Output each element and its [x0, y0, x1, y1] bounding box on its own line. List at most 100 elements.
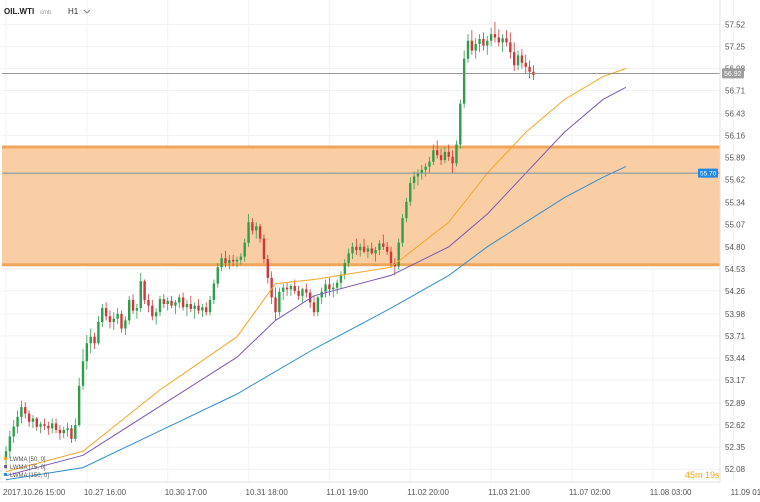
candle-body	[228, 259, 231, 264]
candle-body	[77, 385, 81, 426]
price-axis[interactable]: 57.5257.2556.9856.7156.4356.1655.8955.62…	[725, 20, 746, 474]
candle-body	[131, 299, 135, 311]
x-tick-label: 10.31 18:00	[246, 488, 289, 497]
candle-body	[513, 52, 516, 66]
indicator-legend: LWMA [50, 0] LWMA [75, 0] LWMA [150, 0]	[4, 457, 49, 479]
candle-body	[509, 42, 512, 53]
candle-body	[162, 299, 166, 305]
candle-body	[501, 38, 504, 43]
y-tick-label: 53.71	[725, 332, 746, 341]
candle-body	[266, 259, 269, 278]
candle-body	[116, 313, 119, 319]
candle-body	[470, 40, 474, 51]
x-tick-label: 11.01 19:00	[326, 488, 368, 497]
legend-label: LWMA [50, 0]	[10, 457, 46, 463]
candle-body	[120, 313, 123, 329]
candle-body	[432, 150, 435, 162]
candle-body	[239, 256, 243, 260]
y-tick-label: 52.62	[725, 421, 746, 430]
candles	[4, 21, 535, 470]
candle-body	[424, 166, 427, 170]
candle-body	[332, 287, 335, 290]
candle-body	[143, 281, 146, 300]
candle-body	[278, 291, 281, 313]
candle-body	[516, 55, 520, 66]
lwma50-line	[5, 68, 627, 473]
candle-body	[197, 305, 200, 311]
x-tick-label: 2017.10.26 15:00	[3, 488, 66, 497]
candle-body	[181, 297, 185, 308]
candle-body	[370, 248, 373, 254]
candle-body	[74, 425, 77, 439]
candle-timer: 45m 19s	[685, 470, 720, 480]
candle-body	[35, 418, 38, 427]
lwma75-line	[5, 86, 627, 477]
candle-body	[93, 336, 96, 344]
y-tick-label: 56.71	[725, 87, 746, 96]
candle-body	[16, 416, 19, 427]
candle-body	[27, 413, 31, 422]
candle-body	[308, 292, 312, 303]
candle-body	[112, 318, 115, 323]
legend-label: LWMA [150, 0]	[10, 473, 49, 479]
x-tick-label: 11.08 03:00	[650, 488, 692, 497]
price-badge-label: 56.92	[724, 71, 742, 78]
candle-body	[374, 250, 377, 254]
chevron-down-icon[interactable]	[83, 9, 91, 14]
candle-body	[108, 316, 112, 323]
x-tick-label: 10.27 16:00	[84, 488, 127, 497]
candle-body	[493, 34, 497, 38]
candle-body	[247, 222, 250, 243]
candle-body	[347, 253, 350, 264]
candle-body	[324, 284, 327, 292]
candle-body	[282, 287, 285, 292]
candle-body	[443, 151, 447, 161]
time-axis[interactable]: 2017.10.26 15:00 10.27 16:00 10.30 17:00 10…	[3, 488, 760, 497]
y-tick-label: 55.62	[725, 176, 746, 185]
symbol-label[interactable]: OIL.WTI	[4, 7, 34, 16]
candle-body	[251, 222, 254, 231]
candle-body	[455, 144, 458, 164]
x-tick-label: 11.09 01:00	[731, 488, 760, 497]
candle-body	[139, 281, 142, 309]
y-tick-label: 54.26	[725, 287, 746, 296]
y-tick-label: 55.34	[725, 199, 746, 208]
candle-body	[135, 308, 139, 311]
candle-body	[89, 336, 92, 344]
candle-body	[359, 246, 362, 251]
instrument-type-label: cmb	[40, 10, 52, 16]
candle-body	[486, 40, 489, 46]
x-tick-label: 11.02 20:00	[407, 488, 449, 497]
candle-body	[474, 43, 477, 51]
legend-swatch	[4, 473, 7, 476]
candle-body	[147, 299, 150, 306]
candle-body	[436, 150, 439, 156]
candle-body	[305, 289, 308, 293]
candle-body	[524, 62, 527, 67]
candle-body	[462, 58, 466, 104]
candle-body	[70, 428, 73, 439]
candle-body	[478, 39, 481, 44]
candle-body	[8, 436, 12, 452]
y-tick-label: 54.80	[725, 243, 746, 252]
y-tick-label: 53.44	[725, 354, 746, 363]
candle-body	[4, 451, 8, 460]
candle-body	[201, 307, 204, 311]
candle-body	[328, 284, 331, 290]
candle-body	[81, 361, 85, 386]
candle-body	[216, 267, 219, 284]
timeframe-label[interactable]: H1	[68, 7, 79, 16]
candle-body	[58, 429, 62, 434]
candle-body	[12, 426, 15, 437]
support-resistance-zone	[2, 147, 720, 265]
candle-body	[528, 66, 531, 72]
candle-body	[205, 307, 208, 313]
candle-body	[316, 297, 320, 313]
candle-body	[270, 277, 273, 298]
x-tick-label: 10.30 17:00	[165, 488, 208, 497]
level-badge[interactable]: 55.70	[698, 168, 718, 178]
y-tick-label: 56.16	[725, 132, 746, 141]
candle-body	[312, 302, 316, 313]
candle-body	[285, 287, 289, 290]
